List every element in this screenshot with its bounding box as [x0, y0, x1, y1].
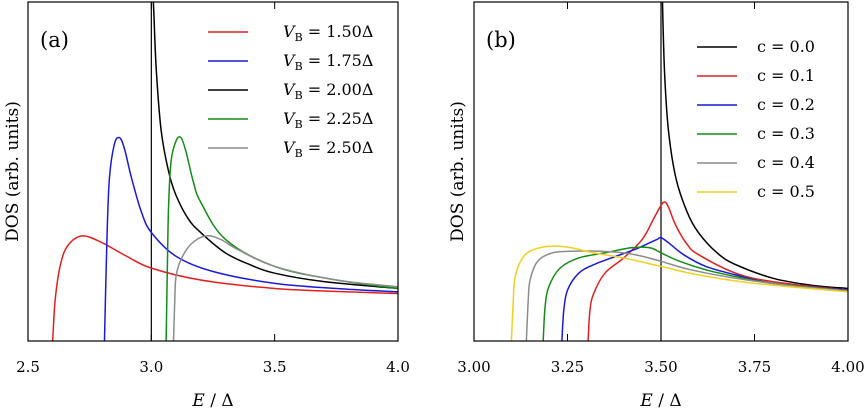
- panel-b-x-tick-label-2: 3.50: [644, 358, 677, 376]
- panel-a-label: (a): [40, 28, 69, 52]
- panel-b-x-tick-label-3: 3.75: [738, 358, 771, 376]
- panel-b-legend: c = 0.0 c = 0.1 c = 0.2 c = 0.3 c = 0.4 c = 0…: [697, 37, 815, 201]
- panel-a-legend-label-4: VB = 2.50Δ: [283, 138, 373, 160]
- panel-b: (b) 3.00 3.25 3.50 3.75 4.00 c = 0.0c = 0.1c…: [448, 1, 865, 411]
- panel-a-series-line-2: [152, 2, 399, 290]
- panel-a-frame: [27, 1, 399, 342]
- panel-a-series-line-0: [51, 235, 399, 342]
- panel-b-x-tick-label-0: 3.00: [457, 358, 490, 376]
- panel-b-legend-label-3: c = 0.3: [757, 124, 815, 143]
- panel-a-legend-label-1: VB = 1.75Δ: [283, 51, 373, 73]
- panel-a-plot-area: [51, 2, 399, 342]
- panel-b-legend-label-0: c = 0.0: [757, 37, 815, 56]
- panel-b-series-line-1: [587, 201, 849, 342]
- panel-a-legend: VB = 1.50Δ VB = 1.75Δ VB = 2.00Δ VB = 2.25Δ…: [208, 22, 373, 160]
- panel-a-series-line-4: [172, 234, 399, 342]
- panel-b-x-axis-label: E / Δ: [639, 391, 681, 411]
- panel-a-legend-label-2: VB = 2.00Δ: [283, 80, 373, 102]
- panel-a-legend-label-0: VB = 1.50Δ: [283, 22, 373, 44]
- panel-b-y-axis-label: DOS (arb. units): [448, 101, 468, 242]
- panel-a-x-tick-label-3: 4.0: [386, 358, 410, 376]
- panel-a-x-tick-label-1: 3.0: [139, 358, 163, 376]
- panel-b-x-axis-label-unit: / Δ: [653, 391, 682, 411]
- panel-a-legend-label-3: VB = 2.25Δ: [283, 109, 373, 131]
- panel-b-series-line-2: [561, 236, 849, 342]
- panel-b-x-axis-label-var: E: [639, 391, 653, 411]
- panel-a-series-line-3: [165, 136, 399, 342]
- panel-b-series-line-0: [661, 2, 849, 290]
- panel-a-x-axis-label: E / Δ: [191, 391, 233, 411]
- panel-b-legend-label-5: c = 0.5: [757, 182, 815, 201]
- panel-b-x-tick-label-4: 4.00: [831, 358, 864, 376]
- panel-b-series-line-3: [542, 246, 849, 342]
- panel-b-legend-label-4: c = 0.4: [757, 153, 815, 172]
- panel-b-plot-area: [510, 2, 849, 342]
- panel-b-series-line-5: [510, 245, 849, 342]
- panel-a-x-ticks: 2.5 3.0 3.5 4.0: [16, 2, 410, 376]
- panel-b-series-line-4: [525, 250, 849, 342]
- panel-b-x-ticks: 3.00 3.25 3.50 3.75 4.00: [457, 2, 865, 376]
- panel-b-legend-label-1: c = 0.1: [757, 66, 815, 85]
- panel-b-x-tick-label-1: 3.25: [551, 358, 584, 376]
- panel-b-legend-label-2: c = 0.2: [757, 95, 815, 114]
- panel-a-x-tick-label-2: 3.5: [263, 358, 287, 376]
- panel-a-series-line-1: [103, 136, 399, 342]
- panel-b-label: (b): [486, 28, 516, 52]
- panel-a-y-axis-label: DOS (arb. units): [3, 101, 23, 242]
- panel-a-x-axis-label-unit: / Δ: [205, 391, 234, 411]
- panel-a-x-tick-label-0: 2.5: [16, 358, 40, 376]
- panel-a-x-axis-label-var: E: [191, 391, 205, 411]
